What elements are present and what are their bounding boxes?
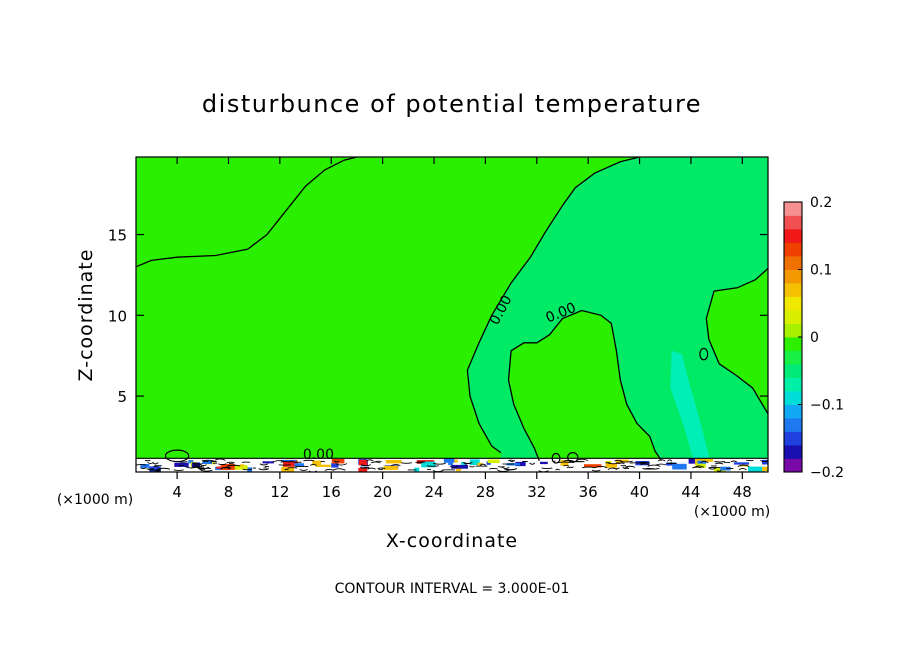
colorbar-swatch: [784, 310, 802, 324]
y-axis-label: Z-coordinate: [75, 249, 97, 382]
x-tick-label: 20: [373, 483, 392, 501]
x-tick-label: 32: [527, 483, 546, 501]
chart-title: disturbunce of potential temperature: [202, 90, 702, 118]
colorbar-swatch: [784, 283, 802, 297]
x-tick-label: 24: [424, 483, 443, 501]
zero-contour-line: [507, 309, 662, 462]
colorbar-tick-label: 0: [810, 330, 819, 346]
colorbar-swatch: [784, 229, 802, 243]
x-tick-label: 12: [270, 483, 289, 501]
colorbar-swatch: [784, 418, 802, 432]
x-tick-label: 44: [681, 483, 700, 501]
negative-plume: [670, 350, 711, 461]
zero-contour-loop: [699, 347, 709, 361]
colorbar-tick-label: −0.1: [810, 398, 844, 414]
x-tick-label: 40: [630, 483, 649, 501]
x-tick-label: 4: [172, 483, 182, 501]
colorbar: 0.2 0.1 0 −0.1 −0.2: [783, 195, 844, 481]
colorbar-swatch: [784, 296, 802, 311]
colorbar-tick-label: 0.2: [810, 195, 832, 211]
x-tick-label: 36: [579, 483, 598, 501]
y-tick-label: 5: [117, 388, 127, 406]
colorbar-swatch: [784, 350, 802, 365]
x-tick-label: 28: [476, 483, 495, 501]
x-tick-label: 8: [224, 483, 234, 501]
zero-pocket-region: [508, 310, 662, 472]
colorbar-swatch: [784, 445, 802, 459]
plot-frame: [135, 156, 769, 473]
zero-contour-loop: [551, 452, 561, 464]
colorbar-swatch: [784, 202, 802, 216]
zero-contour-loop: [164, 449, 190, 463]
colorbar-swatch: [784, 458, 802, 473]
colorbar-swatch: [784, 323, 802, 338]
colorbar-swatch: [784, 269, 802, 284]
surface-layer: [136, 457, 768, 472]
y-tick-label: 10: [108, 307, 127, 325]
zero-contour-line: [705, 268, 768, 415]
zero-contour-line: [136, 157, 358, 268]
x-tick-label: 48: [733, 483, 752, 501]
contour-interval-note: CONTOUR INTERVAL = 3.000E-01: [335, 581, 570, 597]
x-axis-label: X-coordinate: [386, 530, 518, 552]
colorbar-swatch: [784, 431, 802, 446]
x-unit-right: (×1000 m): [694, 504, 770, 520]
colorbar-swatch: [784, 364, 802, 378]
colorbar-swatch: [784, 337, 802, 351]
colorbar-swatch: [784, 215, 802, 230]
y-tick-label: 15: [108, 227, 127, 245]
colorbar-swatch: [784, 256, 802, 270]
x-tick-label: 16: [322, 483, 341, 501]
contour-value-label: 0.00: [303, 447, 334, 463]
zero-contour-line: [466, 157, 640, 454]
colorbar-swatch: [784, 377, 802, 392]
colorbar-tick-label: −0.2: [810, 465, 844, 481]
colorbar-swatch: [784, 391, 802, 405]
x-unit-left: (×1000 m): [57, 492, 133, 508]
colorbar-swatch: [784, 404, 802, 419]
colorbar-tick-label: 0.1: [810, 263, 832, 279]
colorbar-swatch: [784, 242, 802, 257]
zero-contour-loop: [567, 452, 579, 463]
plot-area: 0.00 0.000.00: [135, 156, 769, 473]
